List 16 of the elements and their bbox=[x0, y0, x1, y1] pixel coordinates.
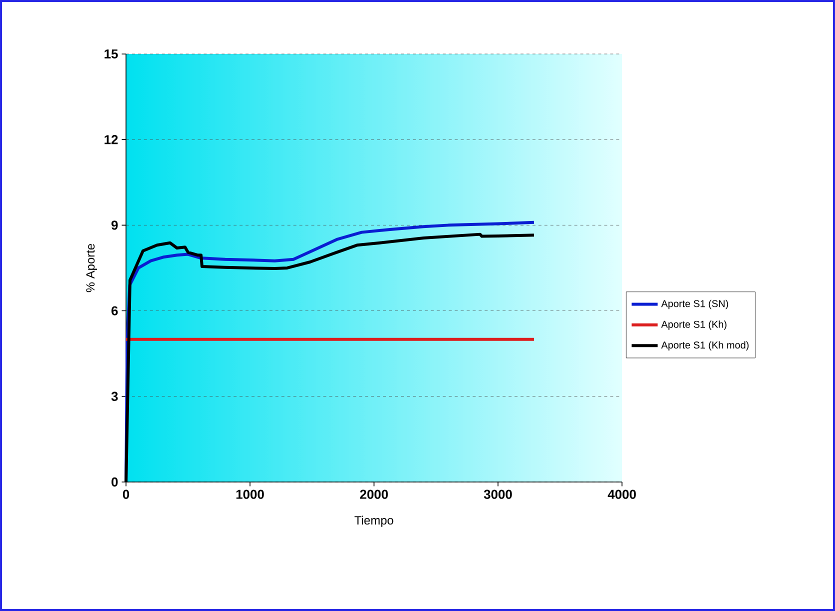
y-tick-label: 9 bbox=[111, 220, 118, 230]
legend-label: Aporte S1 (Kh) bbox=[661, 320, 726, 330]
x-tick-label: 2000 bbox=[360, 490, 388, 499]
legend-label: Aporte S1 (Kh mod) bbox=[661, 341, 749, 351]
legend-label: Aporte S1 (SN) bbox=[661, 300, 728, 310]
x-tick-label: 4000 bbox=[608, 490, 636, 499]
x-axis-title: Tiempo bbox=[354, 516, 394, 527]
x-tick-label: 3000 bbox=[484, 490, 512, 499]
y-tick-label: 12 bbox=[104, 135, 118, 144]
y-tick-label: 15 bbox=[104, 49, 118, 58]
y-tick-label: 0 bbox=[112, 477, 118, 487]
y-tick-label: 3 bbox=[111, 392, 118, 401]
x-tick-label: 0 bbox=[122, 490, 130, 499]
x-tick-label: 1000 bbox=[236, 490, 264, 499]
y-axis-title: % Aporte bbox=[86, 244, 97, 292]
y-tick-label: 6 bbox=[112, 306, 118, 316]
